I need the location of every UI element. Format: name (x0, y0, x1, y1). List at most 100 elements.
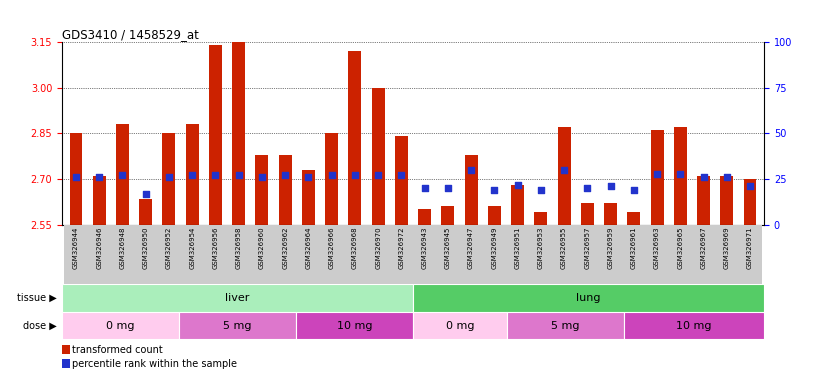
Bar (506, 225, 529, 284)
Bar (534, 212, 548, 225)
Bar (553, 225, 576, 284)
Bar (204, 225, 227, 284)
Point (720, 174, 733, 180)
Bar (186, 124, 198, 225)
Point (278, 172, 292, 179)
Text: GDS3410 / 1458529_at: GDS3410 / 1458529_at (62, 28, 199, 41)
Point (372, 172, 385, 179)
Bar (581, 204, 594, 225)
Text: GSM326958: GSM326958 (235, 227, 242, 269)
Bar (64, 225, 88, 284)
Bar (181, 225, 204, 284)
Bar (367, 225, 390, 284)
Bar (743, 179, 757, 225)
Text: GSM326955: GSM326955 (561, 227, 567, 269)
Text: GSM326971: GSM326971 (747, 227, 753, 269)
Bar (111, 225, 134, 284)
Text: 5 mg: 5 mg (223, 321, 252, 331)
Bar (88, 225, 111, 284)
Text: GSM326962: GSM326962 (282, 227, 288, 269)
Bar (413, 284, 764, 312)
Bar (62, 312, 179, 339)
Point (558, 167, 571, 173)
Point (349, 172, 362, 179)
Bar (395, 136, 408, 225)
Bar (599, 225, 622, 284)
Point (301, 174, 315, 180)
Bar (390, 225, 413, 284)
Bar (418, 209, 431, 225)
Text: 10 mg: 10 mg (337, 321, 373, 331)
Bar (93, 176, 106, 225)
Text: GSM326969: GSM326969 (724, 227, 730, 269)
Text: GSM326963: GSM326963 (654, 227, 660, 269)
Bar (697, 176, 710, 225)
Bar (325, 133, 338, 225)
Text: GSM326959: GSM326959 (608, 227, 614, 269)
Bar (255, 155, 268, 225)
Text: GSM326950: GSM326950 (143, 227, 149, 269)
Bar (297, 225, 320, 284)
Point (534, 187, 548, 193)
Bar (372, 88, 385, 225)
Text: GSM326972: GSM326972 (398, 227, 405, 269)
Bar (116, 124, 129, 225)
Text: GSM326943: GSM326943 (421, 227, 428, 269)
Point (162, 174, 175, 180)
Point (674, 170, 687, 177)
Text: GSM326956: GSM326956 (212, 227, 218, 269)
Bar (302, 170, 315, 225)
Text: 0 mg: 0 mg (107, 321, 135, 331)
Bar (62, 284, 413, 312)
Text: GSM326947: GSM326947 (468, 227, 474, 269)
Point (627, 187, 640, 193)
Text: lung: lung (577, 293, 601, 303)
Text: GSM326948: GSM326948 (120, 227, 126, 269)
Bar (459, 225, 482, 284)
Bar (576, 225, 599, 284)
Bar (163, 133, 175, 225)
Text: GSM326970: GSM326970 (375, 227, 381, 269)
Point (651, 170, 664, 177)
Point (604, 183, 617, 189)
Point (581, 185, 594, 191)
Bar (669, 225, 692, 284)
Point (464, 167, 477, 173)
Point (395, 172, 408, 179)
Bar (482, 225, 506, 284)
Text: GSM326952: GSM326952 (166, 227, 172, 269)
Bar (529, 225, 553, 284)
Bar (157, 225, 181, 284)
Text: GSM326944: GSM326944 (73, 227, 79, 269)
Text: GSM326961: GSM326961 (631, 227, 637, 269)
Bar (488, 206, 501, 225)
Bar (465, 155, 477, 225)
Text: tissue ▶: tissue ▶ (17, 293, 57, 303)
Bar (720, 176, 733, 225)
Text: GSM326964: GSM326964 (306, 227, 311, 269)
Bar (436, 225, 459, 284)
Bar (628, 212, 640, 225)
Bar (413, 312, 506, 339)
Text: GSM326957: GSM326957 (584, 227, 591, 269)
Point (116, 172, 129, 179)
Point (69, 174, 83, 180)
Text: 0 mg: 0 mg (445, 321, 474, 331)
Bar (738, 225, 762, 284)
Bar (349, 51, 361, 225)
Bar (622, 225, 645, 284)
Point (488, 187, 501, 193)
Point (697, 174, 710, 180)
Bar (344, 225, 367, 284)
Point (255, 174, 268, 180)
Bar (674, 127, 686, 225)
Text: 5 mg: 5 mg (551, 321, 579, 331)
Bar (179, 312, 296, 339)
Bar (624, 312, 764, 339)
Text: GSM326949: GSM326949 (491, 227, 497, 269)
Bar (651, 131, 663, 225)
Text: GSM326966: GSM326966 (329, 227, 335, 269)
Text: dose ▶: dose ▶ (23, 321, 57, 331)
Point (418, 185, 431, 191)
Text: transformed count: transformed count (72, 345, 163, 355)
